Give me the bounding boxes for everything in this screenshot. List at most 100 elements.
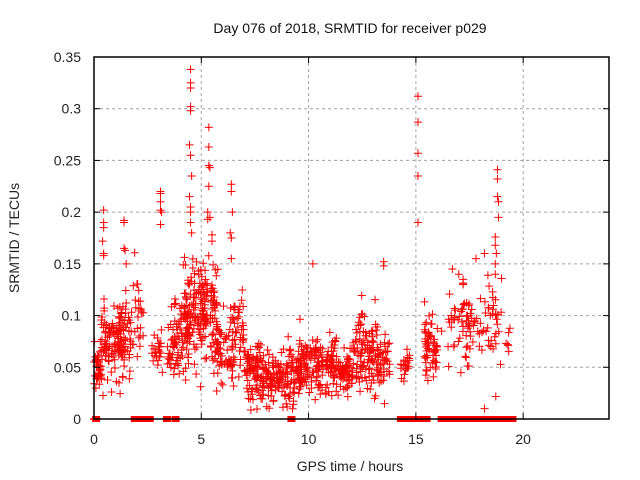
data-point [189,305,198,314]
data-point [259,390,268,399]
data-point [414,149,423,158]
data-point [285,394,294,403]
data-point [192,370,201,379]
data-point [497,274,506,283]
data-point [218,380,227,389]
data-point [156,206,165,215]
data-point [234,372,243,381]
data-point [455,312,464,321]
data-point [428,310,437,319]
data-point [228,327,237,336]
data-point [178,338,187,347]
data-point [269,396,278,405]
data-point [91,384,100,393]
data-point [367,327,376,336]
data-point [488,305,497,314]
data-point [204,251,213,260]
data-point [213,265,222,274]
data-point [190,345,199,354]
data-point [397,360,406,369]
data-point [462,343,471,352]
data-point [227,180,236,189]
data-point [190,293,199,302]
data-point [121,246,130,255]
data-point [131,296,140,305]
data-point [323,350,332,359]
data-point [222,332,231,341]
data-point [399,356,408,365]
data-point [252,342,261,351]
data-point [194,287,203,296]
data-point [97,316,106,325]
data-point [204,123,213,132]
data-point [356,320,365,329]
data-point [369,338,378,347]
data-point [99,249,108,258]
data-point [294,375,303,384]
data-point [295,336,304,345]
data-point [201,332,210,341]
data-point [379,261,388,270]
data-point [324,368,333,377]
grid-lines [94,57,609,419]
data-point [432,341,441,350]
data-point [227,234,236,242]
data-point [173,350,182,359]
data-point [329,379,338,388]
data-point [365,364,374,373]
data-point [238,319,247,328]
data-point [352,364,361,373]
data-point [125,374,134,383]
data-point [288,356,297,365]
data-point [217,360,226,369]
data-point [445,318,454,327]
data-point [462,316,471,325]
data-point [109,328,118,337]
data-point [203,215,212,224]
data-point [237,325,246,334]
y-tick-label: 0.2 [62,204,82,220]
data-point [252,385,261,394]
data-point [187,171,196,180]
data-point [157,325,166,334]
data-point [166,363,175,372]
data-point [130,248,139,257]
data-point [497,308,506,317]
data-point [318,371,327,380]
data-point [139,331,148,340]
data-point [380,399,389,408]
data-point [355,377,364,386]
data-point [185,330,194,339]
data-point [352,373,361,382]
data-point [119,333,128,342]
data-point [341,364,350,373]
data-point [480,404,489,413]
data-point [236,343,245,352]
data-point [308,259,317,268]
data-point [376,340,385,349]
data-point [328,338,337,347]
data-point [117,308,126,317]
data-point [209,369,218,378]
data-point [373,371,382,380]
data-point [111,339,120,348]
data-point [248,385,257,394]
data-point [100,304,109,313]
data-point [186,208,195,217]
data-point [381,330,390,339]
x-tick-label: 5 [197,431,205,447]
data-point [177,345,186,354]
data-point [100,295,109,304]
data-point [480,297,489,306]
data-point [186,151,195,160]
data-point [321,390,330,399]
data-point [204,142,213,151]
data-point [121,286,130,295]
data-point [295,382,304,391]
data-point [122,298,131,307]
data-point [216,330,225,339]
data-point [468,338,477,347]
y-tick-label: 0.35 [54,49,81,65]
data-point [156,349,165,358]
data-point [323,362,332,371]
